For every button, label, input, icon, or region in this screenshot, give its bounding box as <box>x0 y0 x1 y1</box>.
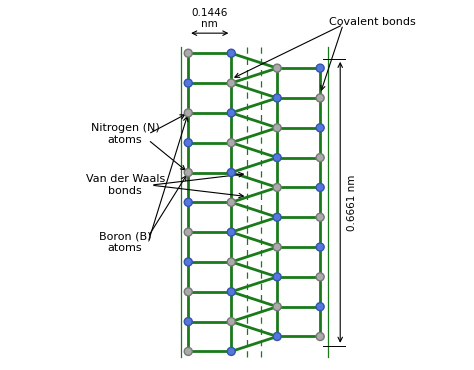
Circle shape <box>273 64 281 72</box>
Circle shape <box>227 347 235 356</box>
Text: Covalent bonds: Covalent bonds <box>329 17 416 27</box>
Text: Boron (B)
atoms: Boron (B) atoms <box>99 232 151 253</box>
Circle shape <box>184 168 192 176</box>
Circle shape <box>316 243 324 251</box>
Circle shape <box>184 198 192 206</box>
Circle shape <box>316 273 324 281</box>
Text: 0.1446
nm: 0.1446 nm <box>191 7 228 29</box>
Circle shape <box>316 94 324 102</box>
Circle shape <box>227 49 235 57</box>
Circle shape <box>273 243 281 251</box>
Circle shape <box>227 228 235 236</box>
Circle shape <box>316 124 324 132</box>
Circle shape <box>227 317 235 326</box>
Circle shape <box>227 139 235 147</box>
Circle shape <box>273 124 281 132</box>
Circle shape <box>184 109 192 117</box>
Circle shape <box>316 184 324 191</box>
Circle shape <box>273 94 281 102</box>
Circle shape <box>227 79 235 87</box>
Circle shape <box>273 154 281 162</box>
Circle shape <box>316 213 324 221</box>
Circle shape <box>316 154 324 162</box>
Circle shape <box>227 109 235 117</box>
Circle shape <box>184 317 192 326</box>
Text: Van der Waals
bonds: Van der Waals bonds <box>86 174 165 196</box>
Circle shape <box>273 273 281 281</box>
Circle shape <box>273 184 281 191</box>
Circle shape <box>316 303 324 311</box>
Circle shape <box>227 288 235 296</box>
Circle shape <box>227 198 235 206</box>
Circle shape <box>227 168 235 176</box>
Circle shape <box>184 347 192 356</box>
Circle shape <box>184 258 192 266</box>
Circle shape <box>273 303 281 311</box>
Circle shape <box>184 288 192 296</box>
Circle shape <box>184 228 192 236</box>
Circle shape <box>316 64 324 72</box>
Circle shape <box>227 258 235 266</box>
Circle shape <box>273 213 281 221</box>
Circle shape <box>184 79 192 87</box>
Circle shape <box>184 139 192 147</box>
Text: Nitrogen (N)
atoms: Nitrogen (N) atoms <box>91 123 160 145</box>
Circle shape <box>316 333 324 340</box>
Text: 0.6661 nm: 0.6661 nm <box>347 174 357 231</box>
Circle shape <box>184 49 192 57</box>
Circle shape <box>273 333 281 340</box>
